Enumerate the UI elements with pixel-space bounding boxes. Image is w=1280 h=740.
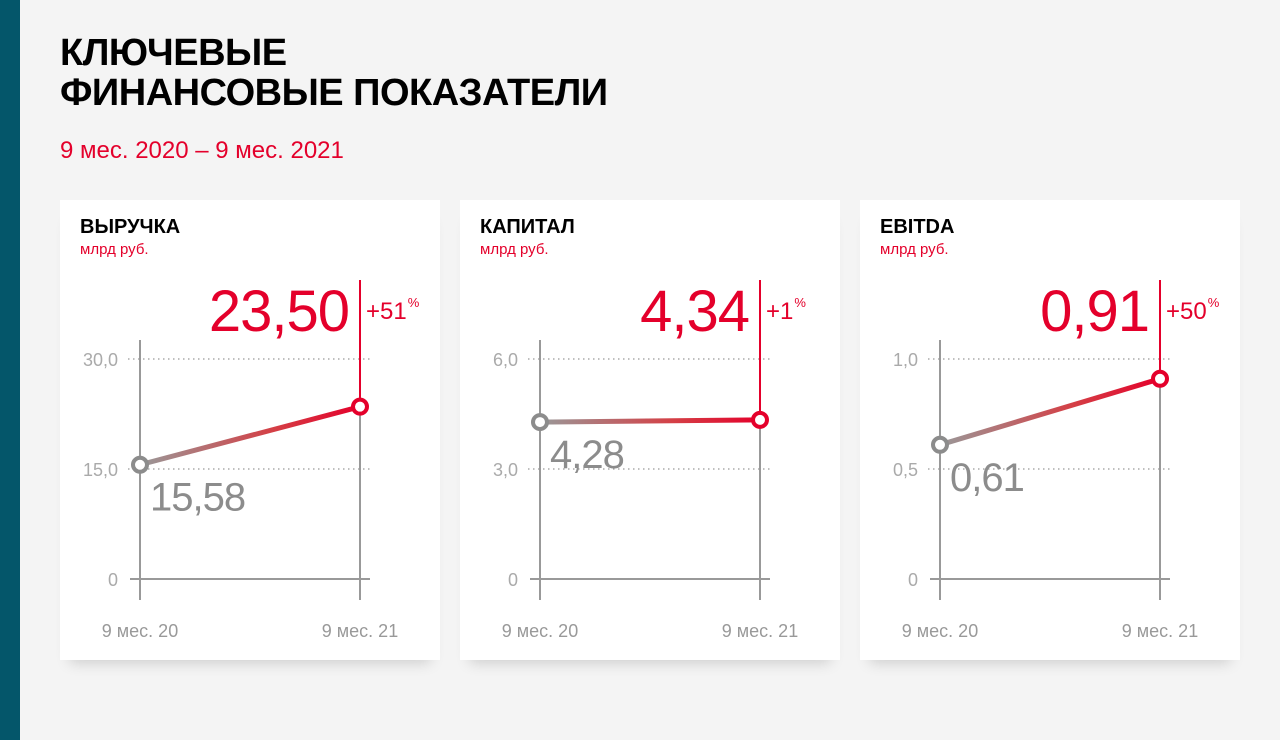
page-title: КЛЮЧЕВЫЕ ФИНАНСОВЫЕ ПОКАЗАТЕЛИ xyxy=(60,33,608,113)
change-unit-label: % xyxy=(1208,295,1220,310)
page-title-line-1: КЛЮЧЕВЫЕ xyxy=(60,32,287,74)
x-tick-label: 9 мес. 21 xyxy=(1122,621,1198,641)
change-unit-label: % xyxy=(794,295,806,310)
y-tick-label: 0 xyxy=(508,570,518,590)
card-title: ВЫРУЧКА xyxy=(80,216,181,238)
card-revenue: ВЫРУЧКА млрд руб. 0 15,0 30,0 9 мес. 20 9 ме… xyxy=(60,200,440,660)
start-value-label: 15,58 xyxy=(150,476,245,520)
card-unit: млрд руб. xyxy=(480,241,549,258)
series-line xyxy=(537,417,763,425)
data-point-start xyxy=(931,435,949,454)
card-unit: млрд руб. xyxy=(880,241,949,258)
x-tick-label: 9 мес. 21 xyxy=(722,621,798,641)
change-label: +51 xyxy=(366,298,407,325)
data-point-end xyxy=(1151,369,1169,388)
data-point-end xyxy=(751,410,769,429)
change-label: +50 xyxy=(1166,298,1207,325)
data-point-start xyxy=(131,455,149,474)
chart-revenue: 0 15,0 30,0 9 мес. 20 9 мес. 21 15,58 23,50 +51… xyxy=(83,279,420,641)
y-tick-label: 3,0 xyxy=(493,460,518,480)
y-tick-label: 1,0 xyxy=(893,350,918,370)
data-point-end xyxy=(351,397,369,416)
start-value-label: 4,28 xyxy=(550,433,624,477)
page-title-line-2: ФИНАНСОВЫЕ ПОКАЗАТЕЛИ xyxy=(60,72,608,114)
x-tick-label: 9 мес. 20 xyxy=(902,621,978,641)
card-title: КАПИТАЛ xyxy=(480,216,575,238)
card-ebitda: EBITDA млрд руб. 0 0,5 1,0 9 мес. 20 9 мес. … xyxy=(860,200,1240,660)
y-tick-label: 15,0 xyxy=(83,460,118,480)
y-tick-label: 0 xyxy=(108,570,118,590)
end-value-label: 23,50 xyxy=(209,279,349,344)
chart-capital: 0 3,0 6,0 9 мес. 20 9 мес. 21 4,28 4,34 +1% xyxy=(493,279,806,641)
series-line xyxy=(937,376,1163,448)
y-tick-label: 30,0 xyxy=(83,350,118,370)
x-tick-label: 9 мес. 20 xyxy=(102,621,178,641)
end-value-label: 4,34 xyxy=(640,279,749,344)
data-point-start xyxy=(531,413,549,432)
x-tick-label: 9 мес. 21 xyxy=(322,621,398,641)
chart-ebitda: 0 0,5 1,0 9 мес. 20 9 мес. 21 0,61 0,91 +50% xyxy=(893,279,1220,641)
change-unit-label: % xyxy=(408,295,420,310)
start-value-label: 0,61 xyxy=(950,456,1024,500)
y-tick-label: 0 xyxy=(908,570,918,590)
end-value-label: 0,91 xyxy=(1040,279,1149,344)
period-subtitle: 9 мес. 2020 – 9 мес. 2021 xyxy=(60,137,344,164)
card-title: EBITDA xyxy=(880,216,955,238)
card-unit: млрд руб. xyxy=(80,241,149,258)
series-line xyxy=(137,404,363,468)
y-tick-label: 0,5 xyxy=(893,460,918,480)
sidebar-accent-bar xyxy=(0,0,20,740)
change-label: +1 xyxy=(766,298,793,325)
x-tick-label: 9 мес. 20 xyxy=(502,621,578,641)
card-capital: КАПИТАЛ млрд руб. 0 3,0 6,0 9 мес. 20 9 мес.… xyxy=(460,200,840,660)
y-tick-label: 6,0 xyxy=(493,350,518,370)
